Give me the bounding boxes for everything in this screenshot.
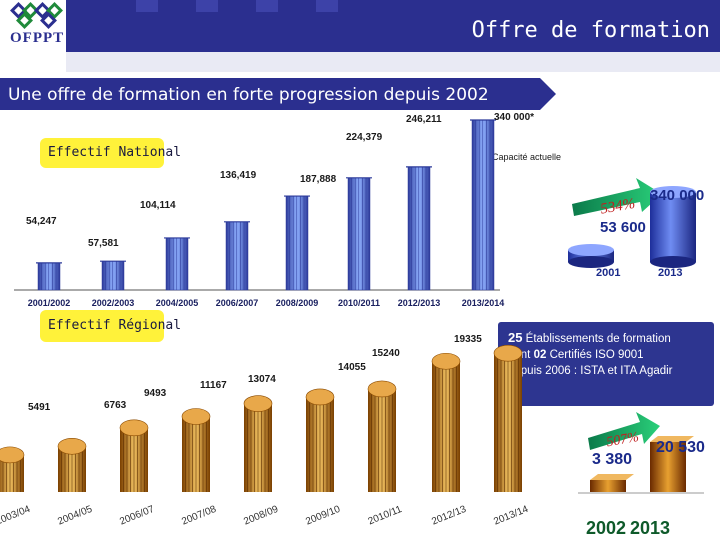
national-growth-label: 534% — [599, 196, 636, 218]
regional-value-label: 5491 — [28, 402, 51, 413]
national-highlight — [40, 138, 164, 168]
regional-section-label: Effectif Régional — [48, 318, 182, 333]
regional-bar-top — [431, 352, 461, 370]
regional-bar-top — [119, 419, 149, 437]
regional-summary-year-2002: 2002 — [586, 518, 626, 538]
regional-highlight — [40, 310, 164, 342]
regional-tick-label: 2009/10 — [304, 504, 342, 528]
regional-summary-bar-top — [590, 474, 634, 480]
regional-bar-top — [0, 446, 25, 464]
national-tick-label: 2001/2002 — [28, 298, 71, 308]
national-summary-bar — [650, 192, 696, 262]
national-summary-value-2001: 53 600 — [600, 219, 646, 236]
banner-text: Une offre de formation en forte progress… — [8, 85, 489, 105]
info-line1: Établissements de formation — [525, 333, 671, 345]
national-value-label: 136,419 — [220, 170, 257, 181]
regional-summary-chart: 507% 3 380 20 530 2002 2013 — [578, 412, 705, 538]
logo-text: OFPPT — [10, 30, 65, 46]
regional-bar-top — [367, 380, 397, 398]
regional-bar-top — [57, 437, 87, 455]
regional-summary-bar — [590, 480, 626, 492]
regional-value-label: 6763 — [104, 400, 127, 411]
national-value-label: 340 000* — [494, 112, 534, 123]
national-value-label: 246,211 — [406, 114, 442, 125]
capacity-note: * Capacité actuelle — [486, 152, 562, 162]
regional-summary-bar — [650, 442, 686, 492]
header-decoration — [256, 0, 278, 12]
national-tick-label: 2012/2013 — [398, 298, 441, 308]
regional-value-label: 9493 — [144, 388, 167, 399]
national-value-label: 187,888 — [300, 174, 337, 185]
national-summary-year-2013: 2013 — [658, 267, 682, 279]
national-tick-label: 2002/2003 — [92, 298, 135, 308]
national-value-label: 104,114 — [140, 200, 176, 211]
regional-tick-label: 2007/08 — [180, 504, 218, 528]
regional-summary-bar-top — [650, 436, 694, 442]
national-summary-year-2001: 2001 — [596, 267, 620, 279]
national-growth-arrow — [572, 178, 662, 216]
regional-growth-arrow — [588, 412, 660, 450]
regional-value-label: 14055 — [338, 362, 366, 373]
info-box — [498, 322, 714, 406]
regional-growth-label: 507% — [605, 430, 640, 450]
national-value-label: 54,247 — [26, 216, 57, 227]
regional-tick-label: 2003/04 — [0, 504, 32, 528]
regional-value-label: 19335 — [454, 334, 482, 345]
info-line2-post: Certifiés ISO 9001 — [549, 349, 644, 361]
national-summary-bar-base — [650, 256, 696, 268]
national-tick-label: 2006/2007 — [216, 298, 259, 308]
regional-value-label: 13074 — [248, 374, 276, 385]
national-value-label: 224,379 — [346, 132, 383, 143]
header-decoration — [196, 0, 218, 12]
regional-tick-label: 2006/07 — [118, 504, 156, 528]
regional-summary-value-2002: 3 380 — [592, 451, 632, 468]
national-summary-value-2013: 340 000 — [650, 187, 704, 204]
regional-chart: 2003/04 5491 2004/05 6763 2006/07 9493 2007/08… — [0, 334, 530, 528]
regional-value-label: 15240 — [372, 348, 400, 359]
regional-tick-label: 2012/13 — [430, 504, 468, 528]
regional-tick-label: 2008/09 — [242, 504, 280, 528]
header-decoration — [316, 0, 338, 12]
header-bar — [66, 0, 720, 52]
national-tick-label: 2010/2011 — [338, 298, 380, 308]
regional-tick-label: 2013/14 — [492, 504, 530, 528]
info-count: 25 — [508, 330, 523, 345]
regional-bar-top — [493, 344, 523, 362]
national-section-label: Effectif National — [48, 145, 182, 160]
regional-summary-value-2013: 20 530 — [656, 439, 705, 456]
national-summary-bar-top — [650, 186, 696, 198]
page-title: Offre de formation — [471, 18, 710, 43]
regional-tick-label: 2004/05 — [56, 504, 94, 528]
ofppt-logo-icon — [10, 2, 63, 29]
info-line2-num: 02 — [533, 349, 547, 361]
header-decoration — [136, 0, 158, 12]
national-tick-label: 2013/2014 — [462, 298, 505, 308]
header-sub-band — [66, 52, 720, 72]
national-summary-bar-top — [568, 244, 614, 256]
regional-tick-label: 2010/11 — [367, 504, 404, 528]
regional-bar-top — [305, 388, 335, 406]
national-value-label: 57,581 — [88, 238, 119, 249]
national-chart: 2001/2002 54,247 2002/2003 57,581 2004/2005 1… — [14, 112, 534, 308]
national-summary-bar-base — [568, 256, 614, 268]
national-tick-label: 2008/2009 — [276, 298, 319, 308]
info-line3: depuis 2006 : ISTA et ITA Agadir — [508, 365, 673, 377]
regional-bar-top — [181, 408, 211, 425]
regional-summary-year-2013: 2013 — [630, 518, 670, 538]
banner-arrow — [0, 78, 556, 110]
national-tick-label: 2004/2005 — [156, 298, 199, 308]
regional-bar-top — [243, 395, 273, 412]
regional-value-label: 11167 — [200, 380, 227, 391]
